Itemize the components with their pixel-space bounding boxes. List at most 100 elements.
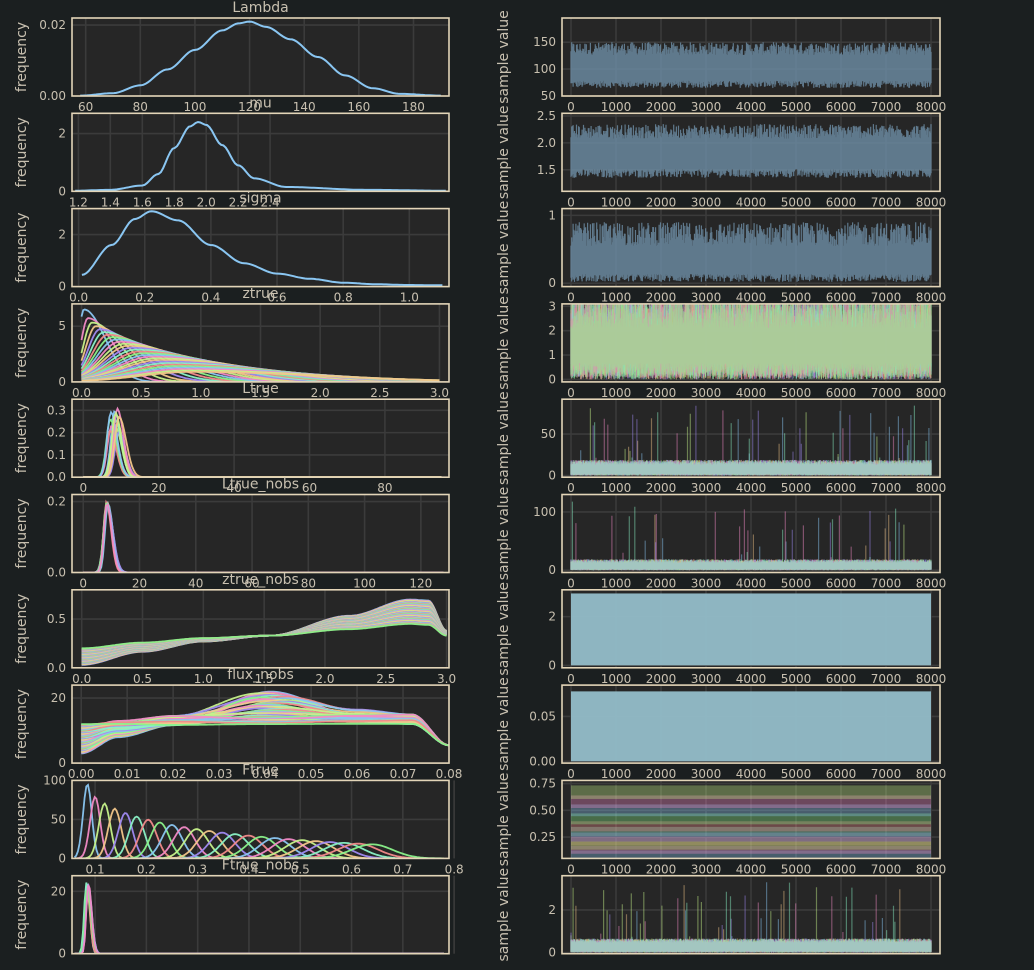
x-tick-label: 0.4	[201, 291, 220, 305]
plot-area	[80, 20, 441, 96]
x-tick-label: 7000	[871, 767, 902, 781]
x-tick-label: 3000	[691, 100, 722, 114]
x-tick-label: 8000	[916, 767, 947, 781]
x-tick-label: 0	[79, 577, 87, 591]
y-axis-label: frequency	[14, 308, 30, 378]
subplot-trace-9: 0 1000 2000 3000 4000 5000 6000 7000 8000 0 50 samp…	[496, 391, 946, 495]
y-tick-label: 0	[58, 184, 66, 198]
x-tick-label: 3000	[691, 195, 722, 209]
subplot-density-16: 0.1 0.2 0.3 0.4 0.5 0.6 0.7 0.8 0 50 100 frequency F…	[14, 762, 464, 876]
plot-area	[81, 690, 449, 755]
x-tick-label: 100	[183, 100, 206, 114]
subplot-title: Ftrue_nobs	[222, 858, 299, 874]
x-tick-label: 4000	[736, 577, 767, 591]
plot-area	[571, 691, 931, 762]
y-tick-label: 0.75	[529, 777, 556, 791]
x-tick-label: 5000	[781, 577, 812, 591]
y-tick-label: 20	[51, 884, 66, 898]
trace-fill	[571, 691, 931, 762]
x-tick-label: 3000	[691, 672, 722, 686]
y-tick-label: 0.0	[47, 661, 66, 675]
x-tick-label: 6000	[826, 481, 857, 495]
x-tick-label: 0.4	[239, 862, 258, 876]
gridlines	[562, 303, 940, 382]
axes-frame	[561, 17, 941, 97]
density-line	[81, 722, 449, 747]
y-tick-label: 1	[548, 348, 556, 362]
x-tick-label: 5000	[781, 481, 812, 495]
y-axis-label: sample value	[496, 487, 512, 581]
y-tick-label: 2	[548, 903, 556, 917]
trace-line	[570, 894, 932, 953]
axes-background	[72, 208, 449, 287]
y-axis-label: frequency	[14, 22, 30, 92]
x-tick-label: 2.5	[370, 386, 389, 400]
trace-line	[570, 303, 932, 380]
x-tick-label: 5000	[781, 386, 812, 400]
y-axis-label: sample value	[496, 677, 512, 771]
plot-area	[570, 42, 932, 88]
density-line	[81, 343, 440, 382]
x-tick-label: 20	[132, 577, 147, 591]
x-tick-label: 5000	[781, 100, 812, 114]
x-tick-label: 1000	[601, 195, 632, 209]
x-tick-label: 7000	[871, 291, 902, 305]
x-tick-label: 3.0	[430, 386, 449, 400]
x-tick-label: 5000	[781, 195, 812, 209]
x-tick-label: 0.0	[69, 291, 88, 305]
y-tick-label: 0.50	[529, 803, 556, 817]
x-tick-label: 1000	[601, 481, 632, 495]
subplot-trace-7: 0 1000 2000 3000 4000 5000 6000 7000 8000 0 1 2 3 sam…	[496, 296, 946, 400]
plot-area	[570, 222, 932, 282]
y-tick-label: 100	[533, 62, 556, 76]
subplot-title: ztrue	[242, 286, 278, 302]
trace-line	[570, 509, 932, 571]
y-tick-label: 0.0	[47, 470, 66, 484]
y-tick-label: 100	[533, 505, 556, 519]
subplot-density-14: 0.00 0.01 0.02 0.03 0.04 0.05 0.06 0.07 0.08 0 20 f…	[14, 667, 462, 781]
subplot-title: Lambda	[232, 0, 288, 16]
x-tick-label: 1000	[601, 100, 632, 114]
y-tick-label: 50	[51, 812, 66, 826]
x-tick-label: 6000	[826, 672, 857, 686]
y-axis-label: sample value	[496, 201, 512, 295]
trace-band	[571, 836, 931, 846]
x-tick-label: 1.8	[165, 195, 184, 209]
y-tick-label: 0	[548, 372, 556, 386]
y-axis-label: frequency	[14, 403, 30, 473]
subplot-density-8: 0 20 40 60 80 0.0 0.1 0.2 0.3 frequency Ltrue	[14, 381, 450, 495]
x-tick-label: 2000	[646, 862, 677, 876]
axes-frame	[71, 874, 450, 955]
x-tick-label: 0	[567, 100, 575, 114]
x-tick-label: 7000	[871, 672, 902, 686]
plot-area	[81, 210, 443, 287]
x-tick-label: 120	[409, 577, 432, 591]
axes-frame	[71, 493, 450, 574]
y-axis-label: sample value	[496, 868, 512, 962]
x-tick-label: 4000	[736, 195, 767, 209]
density-line	[80, 20, 441, 96]
y-tick-label: 5	[58, 319, 66, 333]
x-tick-label: 2.4	[261, 195, 280, 209]
density-line	[81, 713, 449, 747]
x-tick-label: 7000	[871, 195, 902, 209]
trace-band	[571, 841, 931, 850]
x-tick-label: 0	[567, 672, 575, 686]
x-tick-label: 2000	[646, 291, 677, 305]
x-tick-label: 2000	[646, 481, 677, 495]
axes-frame	[71, 207, 450, 288]
x-tick-label: 8000	[916, 291, 947, 305]
x-tick-label: 3000	[691, 386, 722, 400]
subplot-trace-11: 0 1000 2000 3000 4000 5000 6000 7000 8000 0 100 sam…	[496, 487, 946, 591]
x-tick-label: 1.5	[251, 386, 270, 400]
x-tick-label: 0	[567, 862, 575, 876]
x-tick-label: 60	[78, 100, 93, 114]
subplot-density-6: 0.0 0.5 1.0 1.5 2.0 2.5 3.0 0 5 frequency ztrue	[14, 286, 450, 400]
x-tick-label: 0	[567, 481, 575, 495]
plot-area	[571, 593, 931, 666]
x-tick-label: 7000	[871, 481, 902, 495]
x-tick-label: 0.8	[445, 862, 464, 876]
x-tick-label: 60	[244, 577, 259, 591]
axes-frame	[71, 17, 450, 97]
y-axis-label: sample value	[496, 296, 512, 390]
